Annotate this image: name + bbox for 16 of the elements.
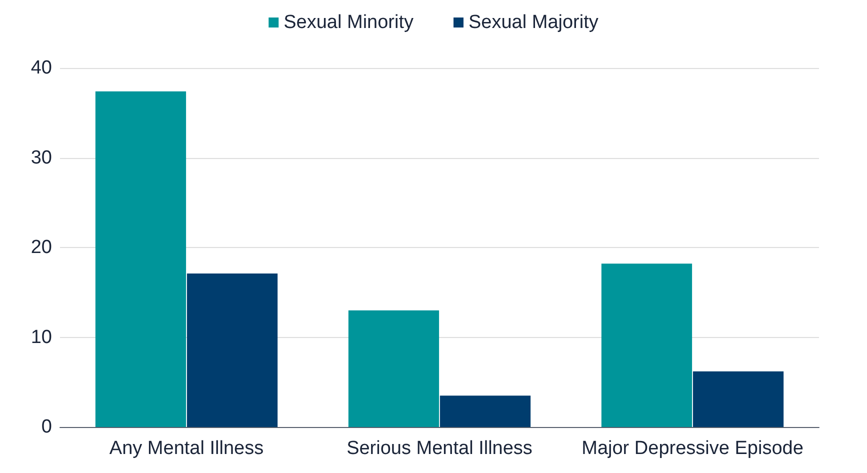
y-tick-label: 20	[30, 237, 52, 258]
y-tick-label: 40	[30, 58, 52, 78]
bar	[440, 396, 531, 427]
y-tick-label: 30	[30, 147, 52, 168]
legend-label: Sexual Majority	[468, 12, 599, 33]
y-tick-label: 10	[30, 326, 52, 348]
bar	[186, 274, 278, 427]
x-tick-label: Serious Mental Illness	[346, 438, 532, 459]
y-tick-label: 0	[41, 416, 52, 438]
bar	[601, 264, 692, 427]
bar	[348, 310, 440, 427]
x-tick-label: Any Mental Illness	[109, 438, 264, 459]
legend-label: Sexual Minority	[284, 12, 414, 33]
x-tick-label: Major Depressive Episode	[582, 438, 804, 459]
bar	[692, 371, 784, 427]
bar	[95, 91, 186, 427]
